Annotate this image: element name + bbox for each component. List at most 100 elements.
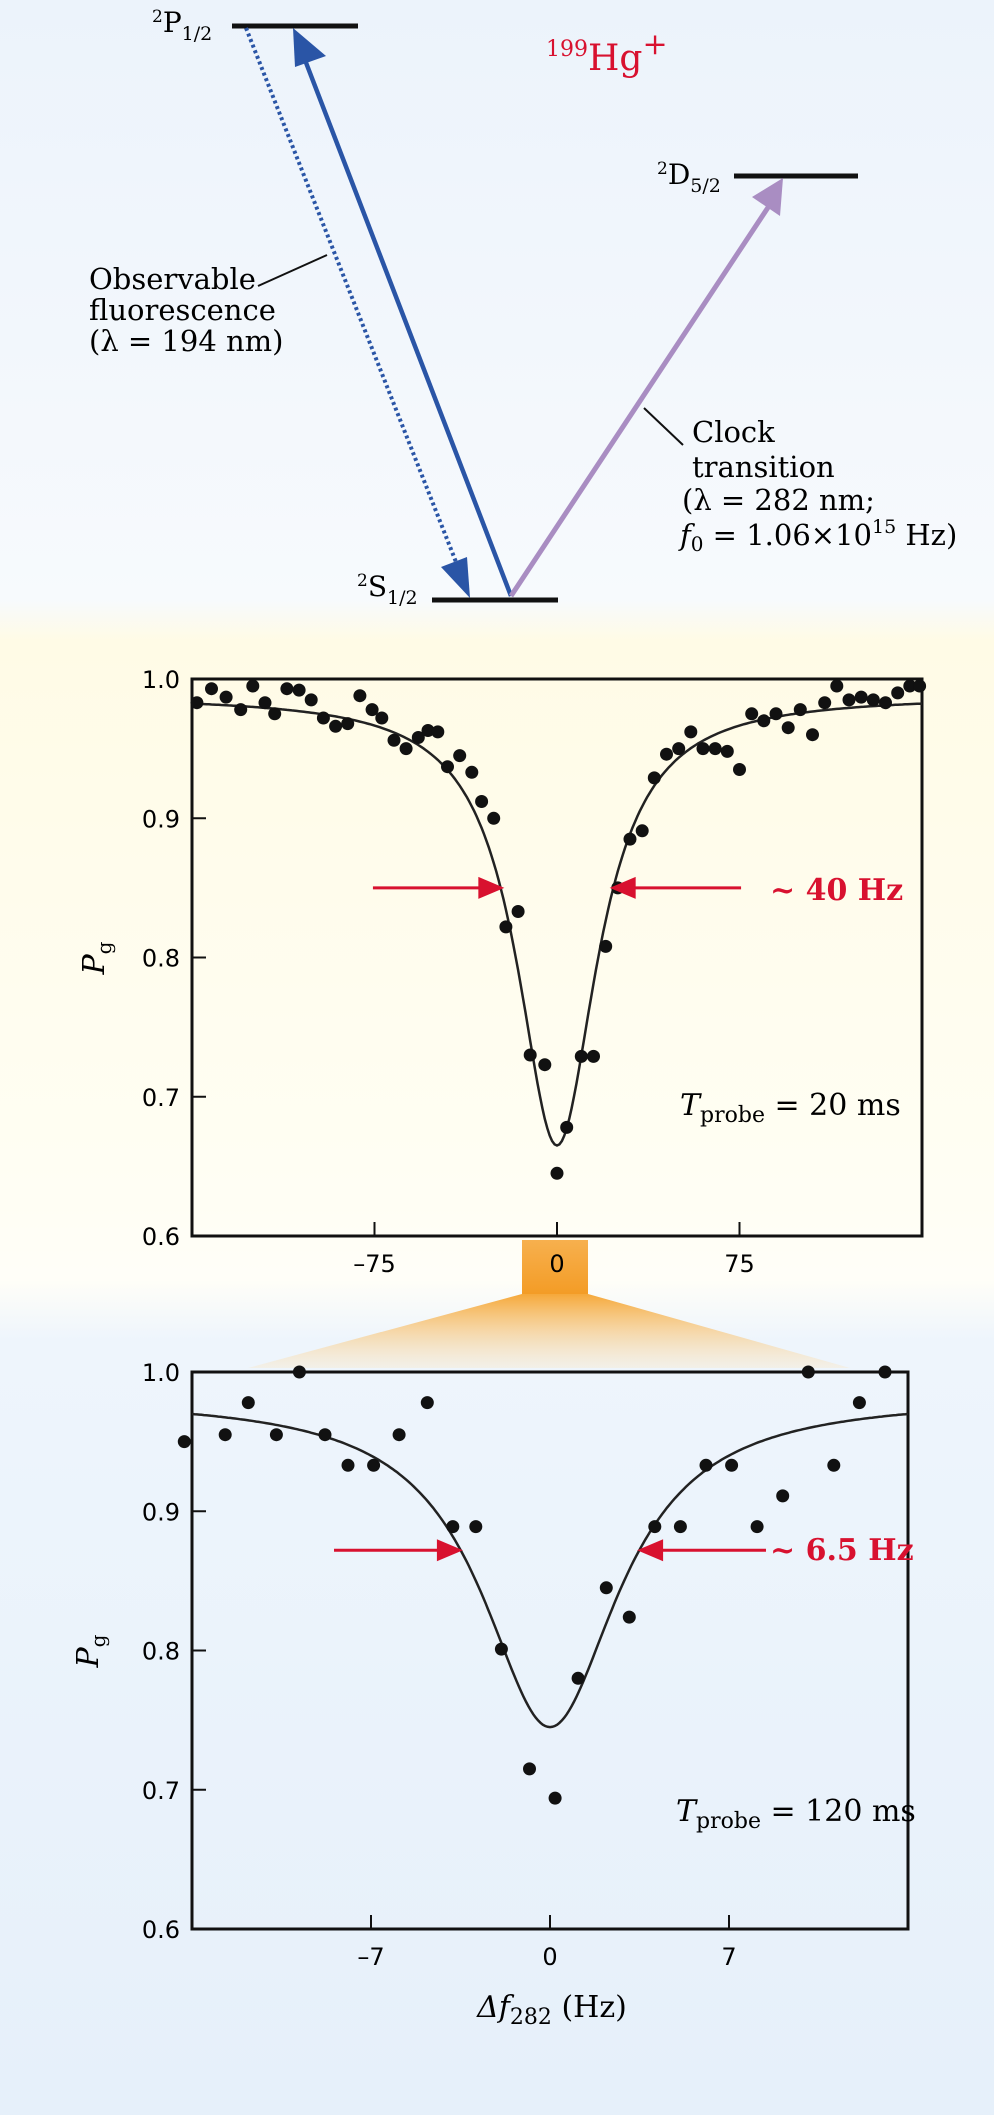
chart-20ms-ytick-label: 0.8 [142,945,180,973]
excitation-arrow-line [302,59,514,597]
zoom-stem [522,1240,588,1294]
clock-leader-line [643,407,684,446]
level-d52-label: 2D5/2 [657,158,721,197]
chart-20ms-points [190,679,927,1180]
clock-label: Clock transition (λ = 282 nm; [682,415,875,517]
chart-20ms-data-point [375,711,389,725]
chart-120ms-ytick-label: 0.8 [142,1638,180,1666]
clock-frequency-label: f0 = 1.06×1015 Hz) [678,516,957,556]
chart-120ms-data-point [392,1428,406,1442]
chart-120ms-data-point [367,1458,381,1472]
chart-20ms-data-point [903,679,917,693]
chart-20ms-data-point [487,811,501,825]
chart-20ms-data-point [733,763,746,776]
chart-20ms-data-point [854,690,868,704]
chart-20ms-linewidth-label: ~ 40 Hz [770,873,903,908]
chart-120ms-data-point [292,1365,306,1379]
level-p12-label: 2P1/2 [152,6,212,45]
chart-120ms-linewidth-arrowhead-left [436,1539,463,1562]
chart-20ms-data-point [587,1049,600,1063]
chart-20ms-ticks: 0.6 0.7 0.8 0.9 1.0 –75 0 75 [142,666,755,1278]
chart-20ms-xtick-label: 0 [549,1250,564,1278]
chart-20ms-data-point [806,728,819,742]
chart-120ms-fit-curve [191,1412,909,1729]
chart-20ms-data-point [623,832,637,846]
chart-20ms-data-point [411,731,425,744]
chart-120ms-data-point [673,1520,687,1534]
chart-120ms-data-point [469,1520,483,1534]
chart-120ms-tprobe: Tprobe = 120 ms [676,1794,916,1834]
chart-20ms-data-point [769,707,783,721]
chart-120ms-ytick-label: 1.0 [142,1359,180,1387]
clock-arrowhead [752,178,783,216]
chart-120ms-data-point [269,1428,283,1442]
chart-20ms-data-point [696,742,710,756]
chart-120ms-linewidth-arrowhead-right [637,1539,664,1562]
chart-20ms-data-point [441,760,454,774]
chart-120ms-data-point [548,1791,562,1805]
chart-120ms-data-point [622,1610,636,1624]
chart-20ms-data-point [431,725,445,739]
chart-20ms-data-point [879,696,892,710]
chart-20ms-data-point [830,679,844,693]
chart-20ms-data-point [684,725,698,739]
chart-20ms-data-point [866,693,880,707]
chart-20ms-data-point [538,1058,552,1072]
chart-120ms-xlabel: Δf282 (Hz) [476,1990,627,2030]
chart-20ms-data-point [234,703,248,717]
chart-20ms-data-point [399,742,413,756]
chart-20ms-data-point [465,765,479,779]
chart-120ms-data-point [341,1458,355,1472]
chart-20ms-data-point [818,696,832,710]
chart-120ms-data-point [750,1520,764,1534]
chart-120ms-xtick-label: 7 [721,1943,736,1971]
chart-120ms-data-point [523,1762,536,1776]
chart-20ms-data-point [353,689,367,703]
chart-20ms: 0.60.70.80.91.0–75 0 75 Pg Tprobe = 20 ms … [77,666,927,1278]
chart-20ms-data-point [280,682,294,696]
chart-120ms-ylabel: Pg [71,1634,110,1668]
chart-120ms-fit [191,1412,909,1729]
chart-20ms-data-point [560,1120,574,1134]
chart-120ms-data-point [571,1671,585,1685]
fluorescence-leader-line [257,254,328,287]
chart-120ms-data-point [218,1428,232,1442]
chart-120ms-points [177,1365,892,1805]
excitation-arrowhead [293,28,326,67]
chart-20ms-linewidth-arrowhead-left [478,876,505,899]
chart-20ms-ylabel: Pg [77,941,116,975]
chart-120ms-data-point [725,1458,739,1472]
chart-120ms-data-point [318,1428,332,1442]
chart-20ms-data-point [781,721,795,735]
chart-20ms-data-point [329,719,343,733]
clock-arrow-line [508,204,772,598]
chart-20ms-data-point [891,686,905,700]
chart-120ms-data-point [599,1581,613,1595]
chart-20ms-data-point [304,693,318,707]
chart-20ms-data-point [499,920,513,934]
chart-20ms-data-point [511,905,525,918]
chart-20ms-ytick-label: 0.7 [142,1084,180,1112]
chart-20ms-data-point [635,824,649,838]
chart-20ms-data-point [793,703,807,717]
chart-20ms-data-point [842,693,856,707]
chart-20ms-annotations [372,876,742,899]
chart-20ms-data-point [660,747,673,761]
chart-20ms-data-point [268,707,282,721]
chart-20ms-data-point [757,714,771,728]
chart-20ms-frame [190,677,924,1238]
chart-20ms-xtick-label: –75 [353,1250,396,1278]
chart-20ms-data-point [246,679,260,693]
chart-20ms-tprobe: Tprobe = 20 ms [680,1088,901,1128]
level-s12-label: 2S1/2 [357,570,418,609]
zoom-fan [248,1294,850,1368]
chart-120ms-ytick-label: 0.7 [142,1777,180,1805]
chart-20ms-data-point [599,939,613,953]
chart-20ms-data-point [475,795,489,808]
chart-20ms-data-point [523,1048,537,1062]
chart-20ms-linewidth-arrowhead-right [609,876,636,899]
chart-120ms-data-point [852,1396,866,1410]
chart-120ms-data-point [177,1435,191,1449]
chart-20ms-data-point [708,742,722,756]
chart-20ms-data-point [387,733,401,747]
